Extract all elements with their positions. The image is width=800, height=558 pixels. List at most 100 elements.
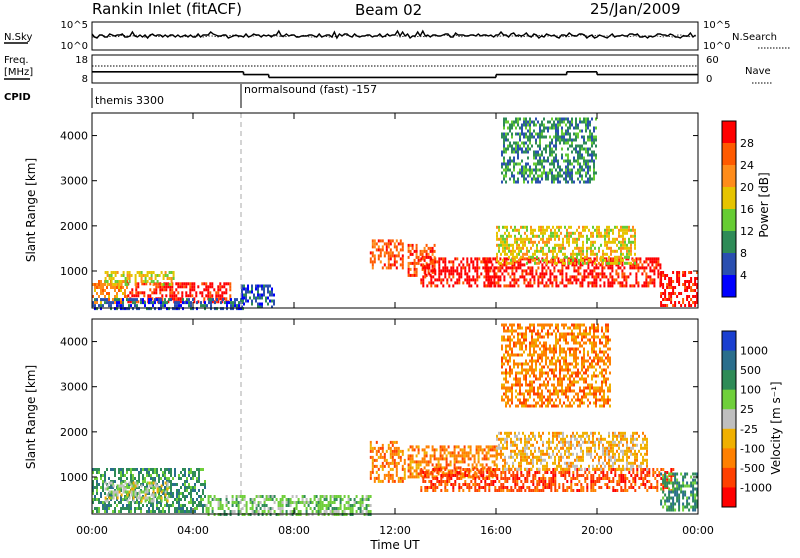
- power-cell: [553, 275, 555, 278]
- power-cell: [546, 256, 548, 259]
- power-cell: [521, 124, 523, 127]
- velocity-cell: [448, 477, 450, 480]
- power-cell: [591, 142, 593, 145]
- power-cell: [171, 271, 173, 274]
- power-cell: [538, 235, 540, 238]
- power-cell: [414, 268, 416, 271]
- velocity-cell: [562, 489, 564, 492]
- power-cell: [555, 275, 557, 278]
- power-cell: [185, 291, 187, 294]
- power-cell: [614, 250, 616, 253]
- velocity-cell: [626, 489, 628, 492]
- velocity-cell: [262, 510, 264, 513]
- power-cell: [682, 301, 684, 304]
- power-cell: [497, 278, 499, 281]
- velocity-cell: [268, 498, 270, 501]
- power-cell: [527, 139, 529, 142]
- velocity-cell: [538, 456, 540, 459]
- velocity-cell: [162, 480, 164, 483]
- velocity-cell: [582, 450, 584, 453]
- power-cell: [539, 272, 541, 275]
- power-cell: [554, 238, 556, 241]
- velocity-cell: [556, 447, 558, 450]
- power-cell: [372, 254, 374, 257]
- velocity-cell: [470, 457, 472, 460]
- velocity-cell: [496, 465, 498, 468]
- velocity-cell: [322, 495, 324, 498]
- velocity-cell: [502, 444, 504, 447]
- power-cell: [577, 272, 579, 275]
- power-cell: [611, 281, 613, 284]
- velocity-cell: [388, 474, 390, 477]
- power-cell: [221, 285, 223, 288]
- velocity-cell: [440, 448, 442, 451]
- power-cell: [578, 238, 580, 241]
- power-cell: [251, 303, 253, 306]
- velocity-cell: [198, 495, 200, 498]
- power-cell: [535, 133, 537, 136]
- velocity-cell: [184, 486, 186, 489]
- velocity-cell: [128, 468, 130, 471]
- power-cell: [645, 278, 647, 281]
- velocity-cell: [518, 453, 520, 456]
- power-cell: [686, 298, 688, 301]
- nsearch-label: N.Search: [732, 32, 777, 43]
- power-cell: [571, 145, 573, 148]
- power-cell: [219, 282, 221, 285]
- velocity-cell: [538, 447, 540, 450]
- velocity-cell: [350, 498, 352, 501]
- power-cell: [651, 269, 653, 272]
- velocity-cell: [544, 465, 546, 468]
- power-cell: [634, 241, 636, 244]
- velocity-cell: [646, 471, 648, 474]
- power-cell: [588, 259, 590, 262]
- power-cell: [183, 285, 185, 288]
- power-cell: [512, 256, 514, 259]
- velocity-cell: [376, 453, 378, 456]
- velocity-cell: [119, 485, 121, 488]
- velocity-cell: [109, 491, 111, 494]
- power-cell: [503, 178, 505, 181]
- power-cell: [502, 226, 504, 229]
- velocity-cell: [582, 489, 584, 492]
- power-cell: [472, 275, 474, 278]
- power-cell: [493, 266, 495, 269]
- power-cell: [606, 262, 608, 265]
- power-cell: [584, 229, 586, 232]
- power-cell: [676, 271, 678, 274]
- power-cell: [402, 254, 404, 257]
- power-cell: [468, 269, 470, 272]
- velocity-cell: [154, 468, 156, 471]
- power-cell: [576, 229, 578, 232]
- velocity-cell: [370, 471, 372, 474]
- power-cell: [452, 263, 454, 266]
- velocity-cell: [570, 477, 572, 480]
- velocity-cell: [170, 471, 172, 474]
- power-cell: [543, 284, 545, 287]
- power-cell: [424, 272, 426, 275]
- power-cell: [505, 139, 507, 142]
- velocity-cell: [196, 498, 198, 501]
- velocity-cell: [190, 507, 192, 510]
- power-cell: [161, 271, 163, 274]
- velocity-cell: [506, 444, 508, 447]
- velocity-cell: [602, 477, 604, 480]
- velocity-cell: [316, 501, 318, 504]
- power-cell: [562, 262, 564, 265]
- power-cell: [634, 259, 636, 262]
- velocity-cell: [398, 447, 400, 450]
- velocity-cell: [576, 456, 578, 459]
- power-cell: [398, 251, 400, 254]
- power-cell: [568, 232, 570, 235]
- power-cell: [408, 268, 410, 271]
- power-cell: [603, 275, 605, 278]
- power-cell: [688, 283, 690, 286]
- power-cell: [581, 275, 583, 278]
- velocity-cell: [152, 477, 154, 480]
- power-cell: [557, 269, 559, 272]
- velocity-cell: [370, 474, 372, 477]
- velocity-cell: [624, 489, 626, 492]
- power-cell: [507, 284, 509, 287]
- velocity-cell: [454, 445, 456, 448]
- power-cell: [100, 304, 102, 307]
